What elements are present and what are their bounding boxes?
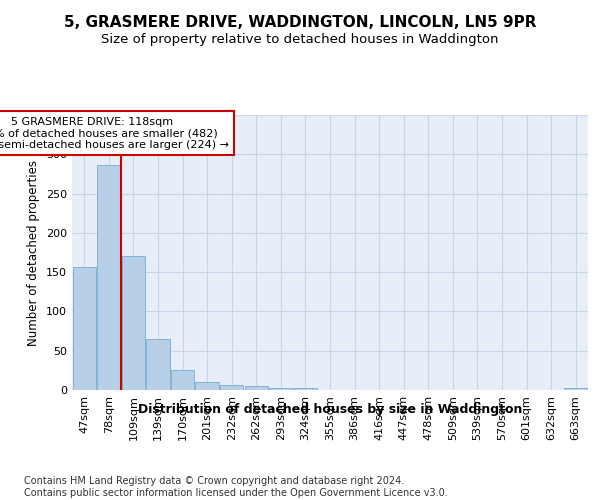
Bar [122, 256, 145, 390]
Text: Distribution of detached houses by size in Waddington: Distribution of detached houses by size … [138, 402, 522, 415]
Bar [196, 382, 219, 390]
Bar [73, 266, 96, 390]
Bar [220, 384, 244, 390]
Bar [146, 339, 170, 390]
Text: 5, GRASMERE DRIVE, WADDINGTON, LINCOLN, LN5 9PR: 5, GRASMERE DRIVE, WADDINGTON, LINCOLN, … [64, 15, 536, 30]
Bar [564, 388, 587, 390]
Text: Contains HM Land Registry data © Crown copyright and database right 2024.
Contai: Contains HM Land Registry data © Crown c… [24, 476, 448, 498]
Bar [294, 388, 317, 390]
Text: 5 GRASMERE DRIVE: 118sqm
← 68% of detached houses are smaller (482)
31% of semi-: 5 GRASMERE DRIVE: 118sqm ← 68% of detach… [0, 116, 229, 150]
Bar [171, 370, 194, 390]
Bar [269, 388, 293, 390]
Y-axis label: Number of detached properties: Number of detached properties [28, 160, 40, 346]
Bar [97, 164, 121, 390]
Text: Size of property relative to detached houses in Waddington: Size of property relative to detached ho… [101, 32, 499, 46]
Bar [245, 386, 268, 390]
